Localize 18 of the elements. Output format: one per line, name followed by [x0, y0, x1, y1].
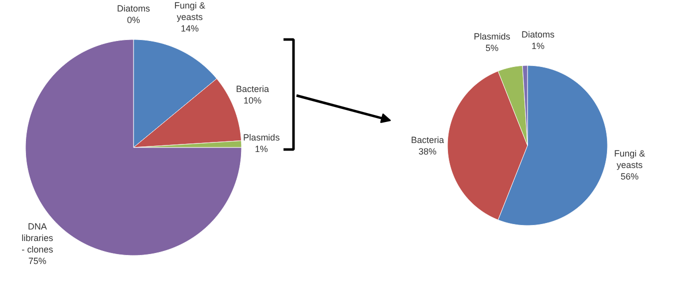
- slice-label: Diatoms: [522, 29, 556, 40]
- data-label: 75%: [28, 256, 46, 266]
- slice-label: Plasmids: [243, 132, 280, 143]
- slice-label: Fungi & yeasts: [614, 148, 646, 170]
- category-label: Diatoms: [116, 3, 150, 14]
- data-label: 10%: [244, 96, 262, 106]
- data-label: 5%: [486, 43, 499, 54]
- slice-label: Bacteria: [236, 84, 270, 94]
- data-label: 56%: [620, 171, 639, 182]
- data-label: 1%: [532, 40, 545, 51]
- data-label: 38%: [418, 146, 437, 156]
- slice-label: Plasmids: [474, 32, 511, 42]
- slice-label: Bacteria: [410, 134, 444, 145]
- text: 0%: [126, 14, 140, 25]
- slice-label: Fungi & yeasts: [174, 0, 206, 22]
- slice-label: DNA libraries - clones: [22, 221, 54, 254]
- data-label: 14%: [180, 24, 199, 34]
- data-label: 1%: [254, 144, 268, 154]
